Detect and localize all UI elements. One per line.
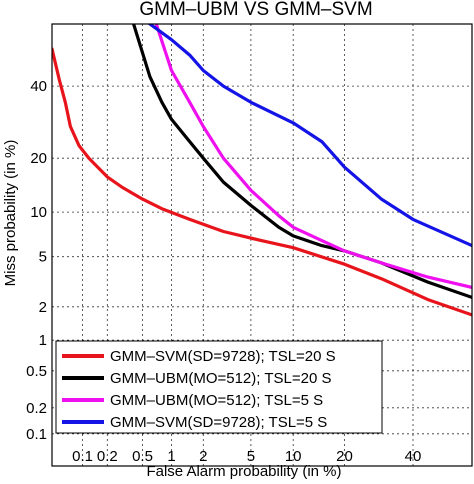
legend: GMM–SVM(SD=9728); TSL=20 S GMM–UBM(MO=512… — [55, 340, 383, 434]
legend-label-4: GMM–SVM(SD=9728); TSL=5 S — [110, 414, 327, 431]
x-tick-label: 5 — [247, 448, 255, 465]
x-tick-label: 0.2 — [97, 448, 118, 465]
y-tick-label: 0.1 — [26, 426, 47, 443]
y-axis-label: Miss probability (in %) — [2, 140, 19, 287]
x-tick-labels: 0.1 0.2 0.5 1 2 5 10 20 40 — [72, 448, 421, 465]
x-tick-label: 0.5 — [132, 448, 153, 465]
x-tick-label: 20 — [336, 448, 353, 465]
series-line-1 — [52, 47, 472, 317]
chart-title: GMM–UBM VS GMM–SVM — [139, 0, 372, 20]
x-tick-label: 2 — [199, 448, 207, 465]
y-tick-label: 40 — [30, 78, 47, 95]
y-tick-labels: 0.1 0.2 0.5 1 2 5 10 20 40 — [26, 78, 47, 443]
series-line-3 — [154, 24, 472, 289]
y-tick-label: 10 — [30, 204, 47, 221]
legend-box — [55, 340, 383, 434]
y-tick-label: 5 — [39, 249, 47, 266]
x-tick-label: 0.1 — [72, 448, 93, 465]
y-tick-label: 0.2 — [26, 400, 47, 417]
x-tick-label: 40 — [405, 448, 422, 465]
x-tick-label: 10 — [285, 448, 302, 465]
x-tick-label: 1 — [167, 448, 175, 465]
legend-label-3: GMM–UBM(MO=512); TSL=5 S — [110, 392, 323, 409]
series-line-4 — [148, 24, 472, 248]
y-tick-label: 2 — [39, 299, 47, 316]
legend-label-1: GMM–SVM(SD=9728); TSL=20 S — [110, 348, 336, 365]
plot-frame — [51, 23, 473, 467]
y-tick-label: 20 — [30, 150, 47, 167]
series-lines — [52, 24, 472, 317]
legend-label-2: GMM–UBM(MO=512); TSL=20 S — [110, 370, 331, 387]
y-tick-label: 0.5 — [26, 363, 47, 380]
x-axis-label: False Alarm probability (in %) — [146, 463, 341, 480]
y-tick-label: 1 — [39, 332, 47, 349]
